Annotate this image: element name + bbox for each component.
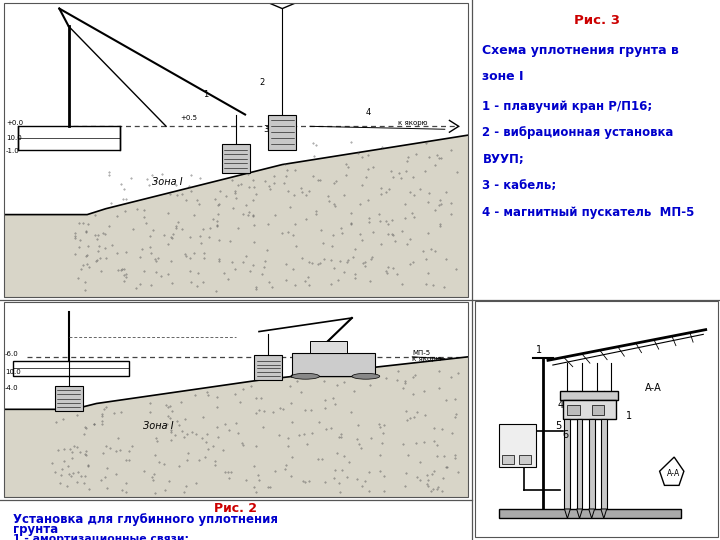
Polygon shape [564,509,570,518]
Bar [13,361,129,376]
Text: -1.0: -1.0 [6,148,19,154]
Bar [601,419,607,509]
Text: +0.5: +0.5 [180,116,197,122]
Text: к якорю: к якорю [413,356,442,362]
Bar [500,509,681,518]
Ellipse shape [292,373,320,379]
Text: Установка для глубинного уплотнения: Установка для глубинного уплотнения [13,513,278,526]
Bar [519,455,531,464]
Polygon shape [660,457,684,485]
Bar [292,353,375,376]
Text: Зона I: Зона I [152,177,183,187]
Text: 3: 3 [264,125,269,134]
Text: 6: 6 [562,430,569,440]
Bar [567,405,580,415]
Bar [562,401,616,419]
Bar [55,386,83,411]
Bar [502,455,514,464]
Text: -6.0: -6.0 [5,351,19,357]
Text: Схема уплотнения грунта в: Схема уплотнения грунта в [482,44,679,57]
Text: 4: 4 [558,400,564,409]
Text: зоне I: зоне I [482,70,524,83]
Bar [560,391,618,401]
Text: к якорю: к якорю [398,120,428,126]
Polygon shape [577,509,582,518]
Polygon shape [601,509,607,518]
Ellipse shape [352,373,379,379]
Polygon shape [589,509,595,518]
Text: 4: 4 [366,107,371,117]
Text: -4.0: -4.0 [5,385,19,391]
Text: 1 - амортизационные связи;: 1 - амортизационные связи; [13,534,189,540]
Bar [592,405,604,415]
Text: 4 - магнитный пускатель  МП-5: 4 - магнитный пускатель МП-5 [482,206,695,219]
Text: 5: 5 [555,421,562,431]
Bar [254,355,282,380]
Text: А-А: А-А [645,383,662,393]
Text: 1 - плавучий кран Р/П16;: 1 - плавучий кран Р/П16; [482,100,653,113]
Text: А-А: А-А [667,469,680,478]
Text: Рис. 3: Рис. 3 [574,15,619,28]
Bar [310,341,347,353]
Text: +0.0: +0.0 [6,120,23,126]
Bar [269,114,296,150]
Text: 1: 1 [536,345,542,355]
Text: 3 - кабель;: 3 - кабель; [482,179,557,192]
Bar [222,144,250,173]
Bar [564,419,570,509]
Text: МП-5: МП-5 [413,350,431,356]
Text: 1: 1 [626,411,631,421]
Text: 2: 2 [259,78,264,87]
Text: 10.0: 10.0 [5,369,21,375]
Text: Зона I: Зона I [143,421,174,431]
Text: ВУУП;: ВУУП; [482,153,524,166]
Bar [500,424,536,467]
Text: грунта: грунта [13,523,58,536]
Text: 1: 1 [203,90,209,99]
Text: Рис. 2: Рис. 2 [215,502,257,515]
Text: 10.0: 10.0 [6,134,22,140]
Bar [589,419,595,509]
Text: 2 - вибрационная установка: 2 - вибрационная установка [482,126,674,139]
Bar [577,419,582,509]
Bar [17,126,120,150]
